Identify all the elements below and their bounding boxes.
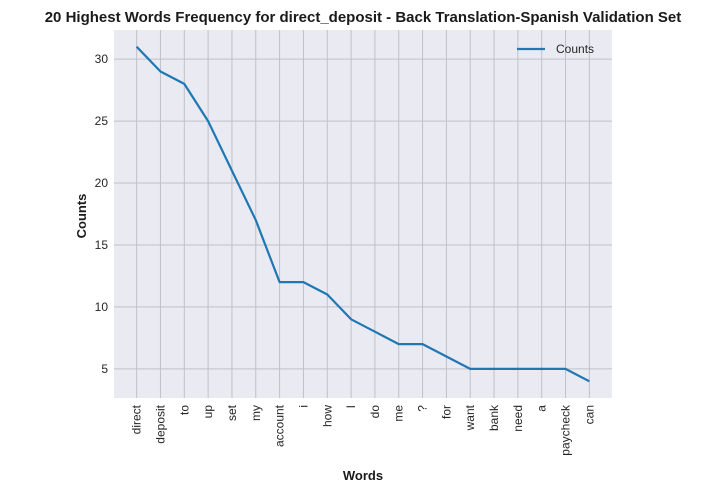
x-tick-label: account (273, 404, 287, 447)
x-tick-label: can (582, 405, 596, 424)
x-tick-label: me (392, 405, 406, 422)
y-tick-label: 25 (95, 114, 109, 128)
y-tick-labels: 5 10 15 20 25 30 (95, 52, 109, 376)
y-tick-label: 15 (95, 238, 109, 252)
y-tick-label: 20 (95, 176, 109, 190)
x-tick-label: I (344, 405, 358, 408)
legend-label-counts: Counts (556, 42, 594, 56)
plot-area (114, 30, 612, 398)
x-gridlines (136, 30, 590, 398)
x-tick-label: ? (416, 405, 430, 412)
x-tick-label: set (225, 404, 239, 421)
y-axis-label: Counts (74, 194, 89, 239)
x-tick-label: for (439, 405, 453, 419)
x-tick-label: my (249, 405, 263, 421)
x-tick-label: want (463, 404, 477, 431)
x-tick-label: a (535, 405, 549, 412)
legend: Counts (517, 42, 594, 56)
series-line-counts (135, 45, 590, 383)
y-tick-label: 30 (95, 52, 109, 66)
x-tick-label: i (296, 405, 310, 408)
x-tick-label: need (511, 405, 525, 432)
x-tick-label: direct (130, 404, 144, 434)
x-tick-label: deposit (153, 404, 167, 443)
x-tick-label: up (201, 405, 215, 419)
x-tick-label: paycheck (559, 404, 573, 456)
x-tick-label: to (177, 405, 191, 415)
y-tick-label: 5 (101, 362, 108, 376)
x-axis-label: Words (343, 468, 383, 483)
x-tick-label: how (320, 405, 334, 427)
y-tick-label: 10 (95, 300, 109, 314)
chart-title: 20 Highest Words Frequency for direct_de… (45, 9, 682, 26)
x-tick-label: do (368, 405, 382, 419)
x-tick-label: bank (487, 404, 501, 431)
